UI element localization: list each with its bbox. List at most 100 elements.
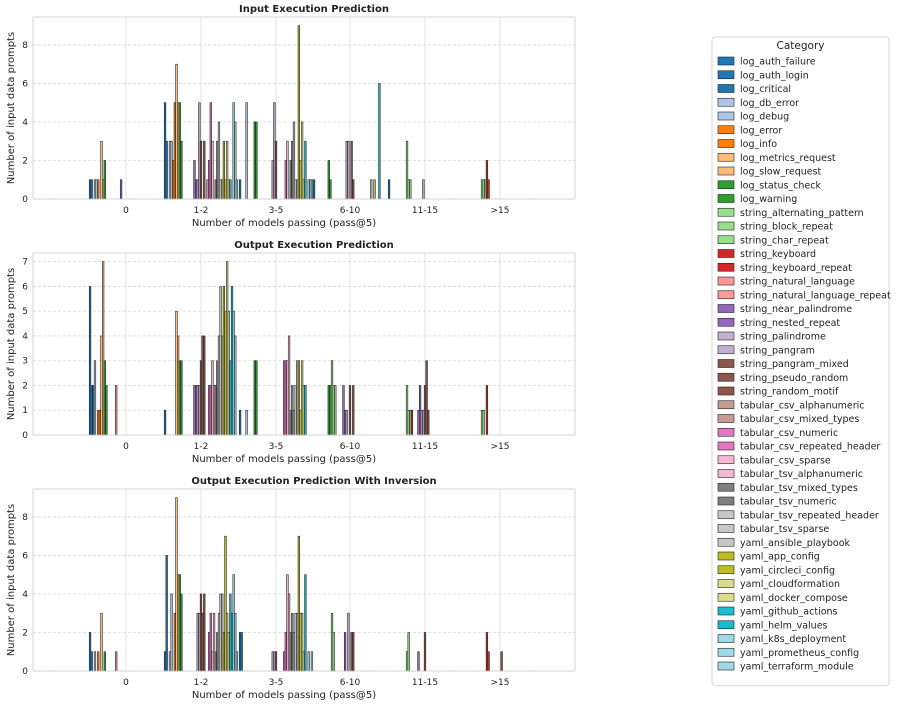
bar-yaml-circleci-config-3: [373, 179, 376, 200]
y-tick-label: 2: [22, 381, 28, 391]
bar-yaml-github-actions-3: [378, 83, 381, 200]
legend-label-string-pangram: string_pangram: [740, 345, 815, 356]
bar-log-warning-1: [180, 140, 183, 200]
bar-string-pseudo-random-5: [500, 651, 503, 672]
legend-label-tabular-csv-repeated-header: tabular_csv_repeated_header: [740, 442, 880, 453]
x-tick-label: 11-15: [412, 678, 438, 688]
legend-swatch-string-natural-language: [717, 276, 735, 286]
bar-string-keyboard-repeat-5: [487, 651, 490, 672]
bar-string-random-motif-3: [352, 632, 355, 672]
legend-label-yaml-cloudformation: yaml_cloudformation: [740, 579, 840, 590]
legend-swatch-yaml-terraform-module: [717, 661, 735, 671]
bar-log-debug-2: [245, 102, 248, 200]
y-tick-label: 4: [22, 118, 28, 128]
legend-swatch-string-nested-repeat: [717, 317, 735, 327]
bar-string-pangram-mixed-4: [423, 632, 427, 672]
legend-swatch-log-metrics-request: [717, 152, 735, 162]
legend-swatch-yaml-k8s-deployment: [717, 634, 735, 643]
legend-label-tabular-csv-numeric: tabular_csv_numeric: [740, 428, 838, 439]
x-tick-label: 6-10: [340, 442, 361, 452]
plot-frame: [32, 488, 576, 672]
plot-frame: [32, 252, 576, 436]
legend-label-log-status-check: log_status_check: [740, 180, 821, 191]
legend-label-tabular-tsv-repeated-header: tabular_tsv_repeated_header: [740, 510, 879, 521]
bar-yaml-ansible-playbook-3: [370, 179, 373, 200]
legend-label-tabular-tsv-numeric: tabular_tsv_numeric: [740, 497, 837, 508]
legend-label-string-natural-language: string_natural_language: [740, 277, 855, 288]
legend-label-string-char-repeat: string_char_repeat: [740, 235, 829, 246]
legend-swatch-log-auth-failure: [717, 56, 735, 66]
bar-tabular-csv-sparse-2: [286, 140, 289, 200]
bar-log-error-0: [97, 179, 100, 200]
legend-label-string-alternating-pattern: string_alternating_pattern: [740, 208, 864, 219]
x-tick-label: >15: [491, 442, 510, 452]
y-tick-label: 4: [22, 590, 28, 600]
bar-string-natural-language-0: [115, 385, 118, 436]
bar-string-random-motif-1: [203, 593, 206, 672]
bar-string-keyboard-repeat-5: [487, 179, 490, 200]
legend-swatch-yaml-ansible-playbook: [717, 537, 735, 547]
legend-label-log-slow-request: log_slow_request: [740, 167, 822, 178]
legend-label-string-random-motif: string_random_motif: [740, 387, 839, 398]
legend-label-log-db-error: log_db_error: [740, 98, 799, 109]
legend-swatch-log-status-check: [717, 180, 735, 190]
legend-label-yaml-circleci-config: yaml_circleci_config: [740, 565, 835, 576]
x-tick-label: 3-5: [269, 442, 284, 452]
bar-string-random-motif-3: [352, 385, 355, 436]
x-tick-label: 3-5: [269, 678, 284, 688]
bar-log-debug-1: [170, 593, 173, 672]
legend-label-yaml-ansible-playbook: yaml_ansible_playbook: [740, 538, 851, 549]
legend-label-tabular-csv-mixed-types: tabular_csv_mixed_types: [740, 414, 859, 425]
bar-yaml-prometheus-config-1: [234, 335, 237, 436]
legend-swatch-log-slow-request: [717, 166, 735, 176]
plot-area: [33, 17, 575, 199]
legend-label-log-error: log_error: [740, 125, 782, 136]
panel-title: Output Execution Prediction With Inversi…: [191, 476, 436, 487]
legend-swatch-string-char-repeat: [717, 235, 735, 245]
x-tick-label: 3-5: [269, 206, 284, 216]
panel-1: 0 2 4 6 8 0 1-2 3-5 6-10 11-15 >15 Input Execution …: [6, 4, 576, 229]
y-tick-label: 6: [22, 551, 28, 561]
y-tick-label: 6: [22, 79, 28, 89]
bar-log-warning-1: [180, 593, 183, 672]
bar-string-pangram-3: [347, 612, 350, 672]
x-tick-label: 11-15: [412, 442, 438, 452]
panel-title: Input Execution Prediction: [239, 4, 389, 15]
bar-string-pangram-mixed-2: [274, 140, 278, 200]
legend-swatch-string-pangram-mixed: [717, 359, 735, 368]
x-tick-label: 0: [123, 678, 129, 688]
bar-yaml-github-actions-2: [304, 140, 307, 200]
bar-string-block-repeat-3: [332, 632, 335, 672]
bar-string-pangram-mixed-3: [348, 385, 352, 436]
legend-label-log-auth-login: log_auth_login: [740, 70, 809, 81]
legend-label-string-near-palindrome: string_near_palindrome: [740, 304, 852, 315]
legend-swatch-tabular-tsv-repeated-header: [717, 510, 735, 520]
bar-log-auth-failure-4: [387, 179, 391, 200]
bar-string-random-motif-4: [427, 409, 430, 436]
legend-swatch-log-error: [717, 125, 735, 135]
bar-yaml-k8s-deployment-2: [307, 651, 310, 672]
legend-label-yaml-k8s-deployment: yaml_k8s_deployment: [740, 634, 846, 645]
legend-label-log-warning: log_warning: [740, 194, 797, 205]
y-tick-label: 3: [22, 357, 28, 367]
bar-log-warning-2: [255, 360, 258, 436]
y-tick-label: 2: [22, 156, 28, 166]
legend-swatch-log-info: [717, 139, 735, 148]
legend-swatch-tabular-csv-repeated-header: [717, 441, 735, 451]
legend-label-string-natural-language-repeat: string_natural_language_repeat: [740, 290, 891, 301]
legend-label-yaml-app-config: yaml_app_config: [740, 552, 820, 563]
bar-log-metrics-request-0: [100, 612, 103, 672]
bar-log-warning-1: [180, 360, 183, 436]
bar-log-auth-failure-1: [163, 409, 167, 436]
panel-2: 0 1 2 3 4 5 6 7 0 1-2 3-5 6-10 11-15 >15 Output Execut…: [6, 240, 576, 465]
legend-swatch-yaml-helm-values: [717, 620, 735, 630]
bar-string-char-repeat-3: [334, 385, 337, 436]
legend-label-tabular-tsv-mixed-types: tabular_tsv_mixed_types: [740, 483, 858, 494]
y-tick-label: 4: [22, 332, 28, 342]
legend-swatch-string-block-repeat: [717, 221, 735, 231]
legend-label-string-pseudo-random: string_pseudo_random: [740, 373, 848, 384]
bar-yaml-terraform-module-1: [235, 179, 239, 200]
legend-label-log-metrics-request: log_metrics_request: [740, 153, 836, 164]
legend-label-string-keyboard-repeat: string_keyboard_repeat: [740, 263, 852, 274]
